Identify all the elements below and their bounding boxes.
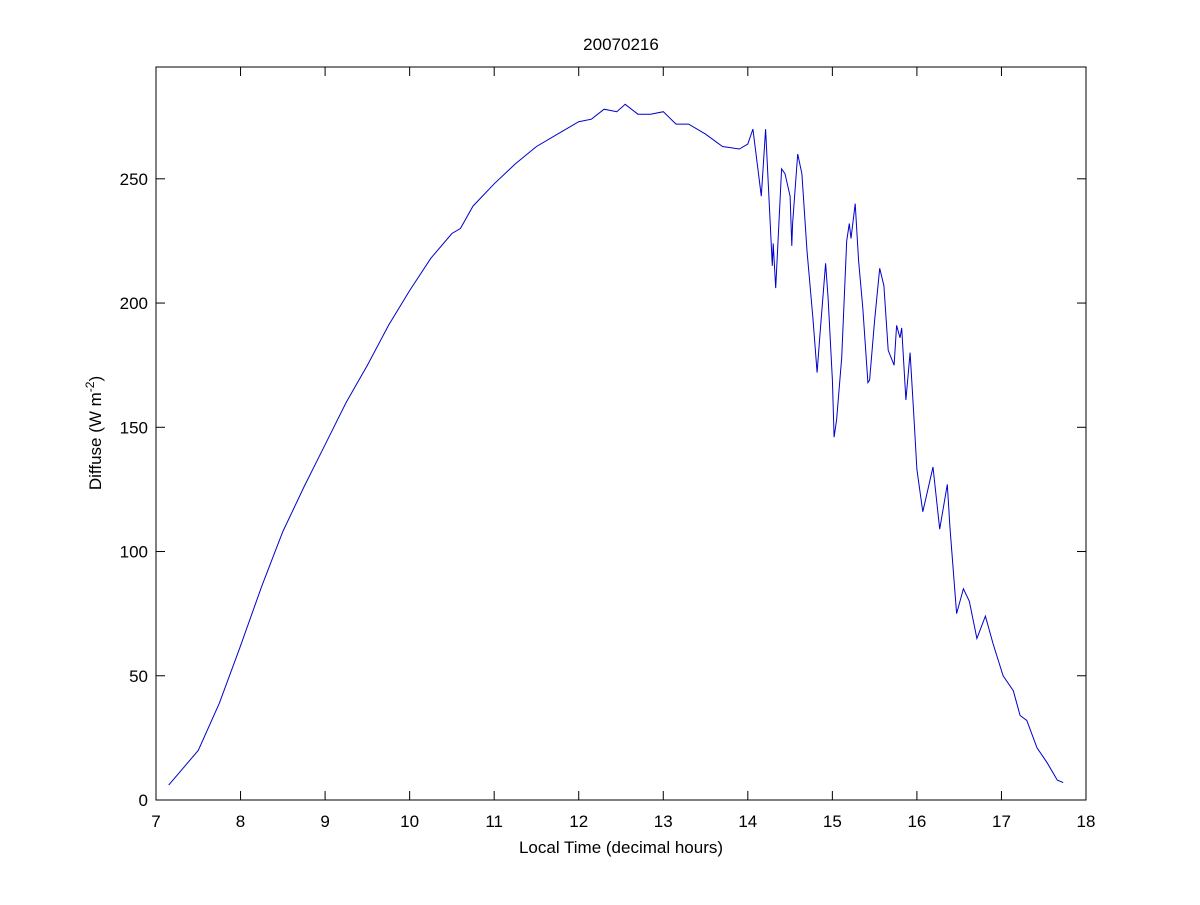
x-tick-label: 13 [654,812,673,831]
x-tick-label: 18 [1077,812,1096,831]
y-tick-label: 0 [139,791,148,810]
x-tick-label: 10 [400,812,419,831]
y-axis-label-close: ) [86,376,105,382]
x-tick-label: 12 [569,812,588,831]
y-tick-label: 200 [120,294,148,313]
y-axis-label-sup: -2 [83,381,97,392]
x-tick-label: 7 [151,812,160,831]
axis-ticks: 7 8 9 10 11 12 13 14 15 16 17 18 0 50 100 150 200 250 [120,67,1096,831]
x-tick-label: 9 [320,812,329,831]
y-tick-label: 100 [120,543,148,562]
y-tick-label: 50 [129,667,148,686]
chart-title: 20070216 [583,35,659,54]
x-axis-label: Local Time (decimal hours) [519,838,723,857]
series-line-diffuse [168,103,1064,786]
x-tick-label: 17 [992,812,1011,831]
x-tick-label: 11 [485,812,503,831]
y-tick-label: 250 [120,170,148,189]
x-tick-label: 15 [823,812,842,831]
x-tick-label: 14 [738,812,757,831]
y-axis-label-main: Diffuse (W m [86,392,105,490]
y-axis-label: Diffuse (W m-2) [83,376,105,490]
plot-area [155,66,1087,801]
y-tick-label: 150 [120,418,148,437]
x-tick-label: 16 [907,812,926,831]
x-tick-label: 8 [236,812,245,831]
